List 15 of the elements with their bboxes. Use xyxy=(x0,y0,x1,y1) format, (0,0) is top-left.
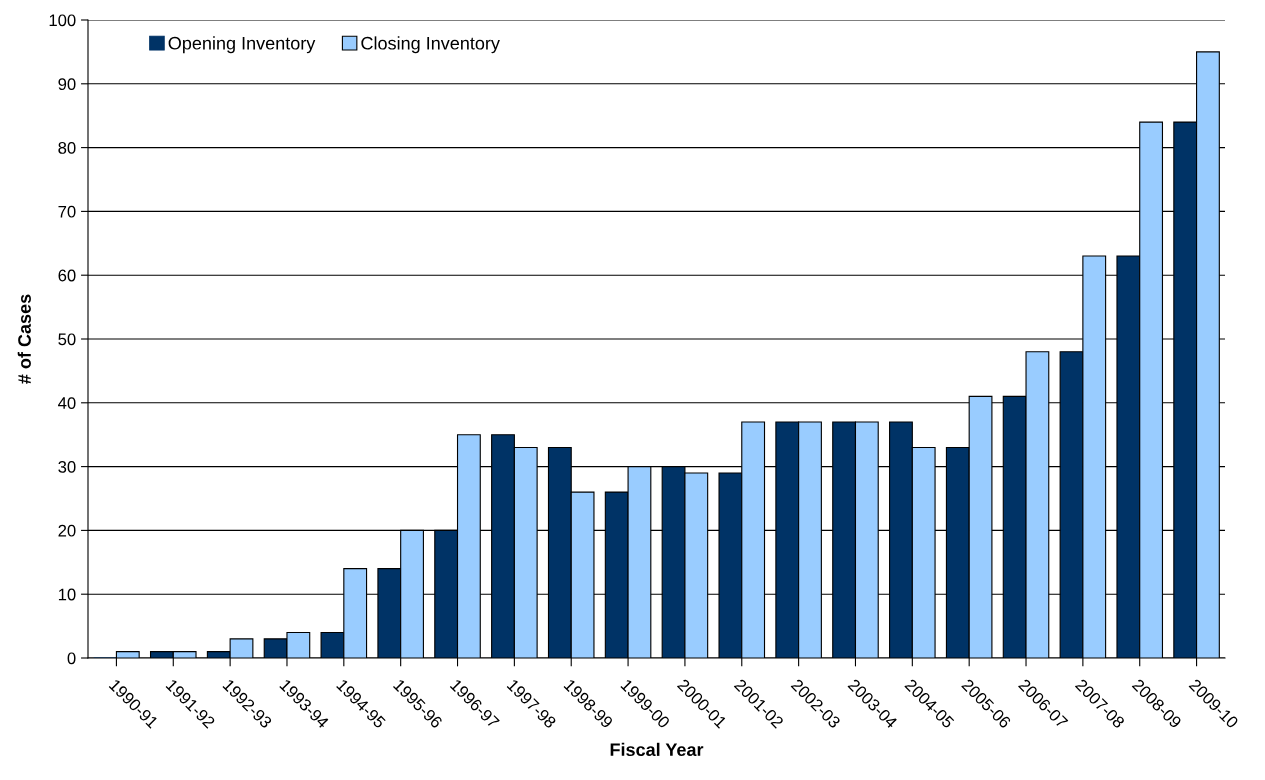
legend-label: Closing Inventory xyxy=(361,36,500,54)
x-axis-title: Fiscal Year xyxy=(610,742,704,757)
y-tick-label: 100 xyxy=(49,14,76,27)
y-tick-label: 70 xyxy=(58,205,76,218)
legend-label: Opening Inventory xyxy=(168,36,316,54)
y-tick-label: 10 xyxy=(58,588,76,601)
y-tick-label: 40 xyxy=(58,397,76,409)
y-tick-label: 90 xyxy=(58,78,76,90)
y-tick-label: 80 xyxy=(58,142,76,154)
y-tick-label: 30 xyxy=(58,461,76,473)
y-tick-label: 20 xyxy=(58,524,76,537)
y-axis-title: # of Cases xyxy=(17,294,31,384)
y-tick-label: 50 xyxy=(58,333,76,346)
y-tick-label: 0 xyxy=(67,652,76,665)
y-tick-label: 60 xyxy=(58,269,76,282)
